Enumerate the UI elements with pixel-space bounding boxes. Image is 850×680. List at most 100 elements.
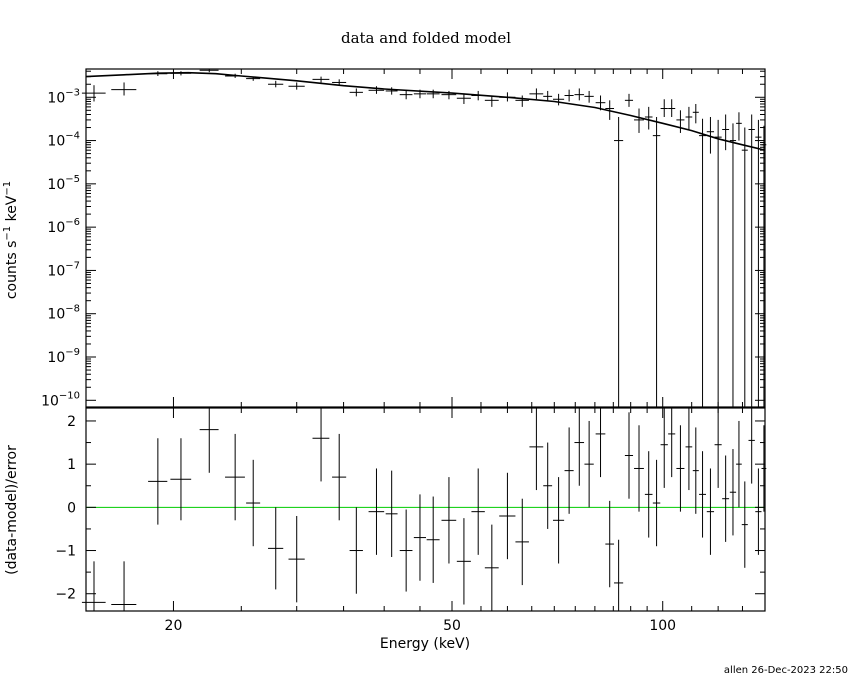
data-point [456, 93, 471, 104]
data-point [499, 92, 516, 102]
data-point [199, 69, 219, 73]
y-tick-label: −1 [55, 544, 76, 560]
data-point [543, 90, 553, 102]
data-point [81, 85, 106, 102]
residual-point [529, 408, 544, 491]
residual-point [268, 507, 284, 590]
y-tick-label: 10−5 [47, 174, 80, 193]
data-point [564, 89, 574, 102]
y-tick-label: 10−3 [47, 87, 80, 106]
residual-point [595, 408, 606, 478]
residual-point [660, 408, 668, 488]
x-axis-label: Energy (keV) [380, 636, 470, 652]
data-point [441, 90, 457, 100]
residual-point [456, 518, 471, 605]
y-tick-label: 2 [67, 414, 76, 430]
data-point [605, 100, 615, 120]
residual-point [199, 408, 219, 473]
residual-point [736, 420, 742, 508]
y-tick-label: 10−4 [47, 131, 80, 150]
residual-point [761, 425, 767, 512]
data-point [332, 79, 347, 86]
data-point [644, 106, 653, 130]
top-y-label: counts s−1 keV−1 [2, 181, 20, 299]
residual-point [349, 507, 363, 594]
residual-point [471, 468, 485, 555]
y-tick-label: 10−10 [41, 390, 80, 409]
y-tick-label: 1 [67, 457, 76, 473]
residual-point [584, 420, 594, 508]
residual-point [748, 408, 755, 484]
data-point [484, 95, 499, 107]
data-point [471, 90, 485, 101]
residual-point [605, 500, 615, 588]
residual-point [668, 408, 676, 478]
residual-point [644, 451, 653, 538]
residual-point [699, 451, 706, 538]
residual-point [624, 412, 634, 499]
data-point [268, 80, 284, 88]
data-point [748, 114, 755, 407]
residual-point [515, 498, 529, 586]
residual-point [399, 509, 413, 592]
residual-point [148, 438, 168, 525]
residual-point [692, 427, 699, 514]
data-point [111, 82, 137, 96]
y-tick-label: −2 [55, 587, 76, 603]
data-point [741, 127, 748, 407]
bottom-x-axis: 20 50 100 [85, 408, 766, 634]
residual-point [652, 459, 661, 547]
residual-point [170, 438, 192, 521]
bottom-y-axis: −2 −1 0 1 2 [55, 414, 765, 603]
x-tick-label: 50 [443, 618, 461, 634]
data-point [552, 93, 565, 106]
data-point [385, 87, 398, 95]
data-point [676, 110, 685, 133]
data-point [706, 117, 715, 154]
y-tick-label: 10−6 [47, 217, 80, 236]
residual-point [441, 477, 457, 564]
residual-point [111, 561, 137, 611]
x-tick-label: 20 [165, 618, 183, 634]
data-point [312, 76, 330, 83]
data-point [246, 76, 261, 81]
residual-point [729, 449, 737, 536]
residual-point [288, 515, 305, 603]
residual-point [552, 477, 565, 564]
x-tick-label: 100 [649, 618, 676, 634]
data-point [714, 119, 722, 407]
y-tick-label: 10−7 [47, 260, 80, 279]
data-point [288, 82, 305, 90]
data-point [634, 108, 644, 133]
top-panel-frame [85, 68, 766, 408]
data-point [699, 118, 706, 407]
data-point [761, 125, 767, 407]
top-panel: 10−10 10−9 10−8 10−7 10−6 10−5 10−4 10−3 counts… [2, 68, 767, 409]
data-point [729, 123, 737, 407]
residual-point [499, 472, 516, 560]
data-point [668, 99, 676, 118]
data-point [755, 119, 762, 407]
residual-point [225, 433, 245, 521]
residual-point [543, 442, 553, 529]
chart-title: data and folded model [341, 29, 511, 47]
data-point [170, 71, 192, 76]
y-tick-label: 0 [67, 500, 76, 516]
folded-model-line [85, 71, 766, 151]
data-point [692, 103, 699, 124]
top-x-ticks [85, 69, 766, 407]
residual-point [755, 468, 762, 555]
residual-point [714, 408, 722, 488]
residual-point [385, 470, 398, 558]
data-point [426, 89, 440, 99]
residual-point [312, 408, 330, 482]
data-point [722, 114, 730, 151]
residual-point [413, 494, 426, 581]
residual-point [332, 433, 347, 521]
residual-point [676, 425, 685, 512]
residual-point [81, 561, 106, 611]
data-point [368, 86, 385, 94]
y-tick-label: 10−9 [47, 347, 80, 366]
data-point [349, 88, 363, 97]
